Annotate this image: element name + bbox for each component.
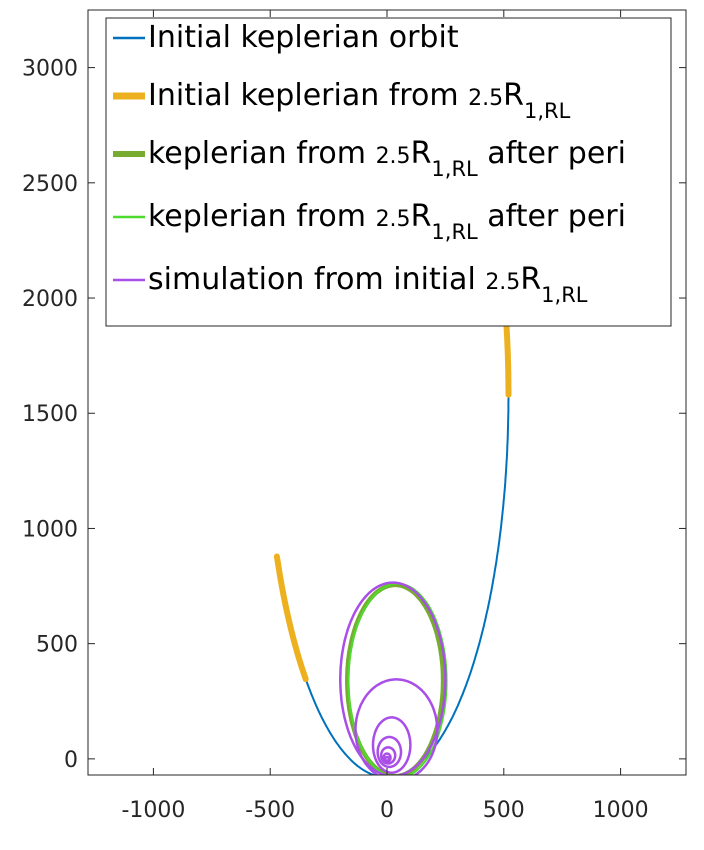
x-tick-label: 0 bbox=[380, 798, 394, 823]
tick-layer: -1000 -500 0 500 1000 0 500 1000 1500 2000 2500 300… bbox=[22, 10, 686, 823]
series-line-9 bbox=[379, 746, 397, 765]
legend-label: simulation from initial 2.5R1,RL bbox=[148, 262, 588, 307]
series-line-2 bbox=[273, 553, 309, 683]
legend: Initial keplerian orbit Initial keplerian… bbox=[105, 17, 672, 327]
legend-label: keplerian from 2.5R1,RL after peri bbox=[148, 199, 626, 244]
x-tick-label: -500 bbox=[245, 798, 295, 823]
legend-box bbox=[105, 17, 672, 327]
series-line-6 bbox=[354, 678, 439, 775]
y-tick-label: 3000 bbox=[22, 57, 78, 82]
y-tick-label: 2000 bbox=[22, 287, 78, 312]
y-tick-label: 0 bbox=[64, 748, 78, 773]
series-line-5 bbox=[339, 581, 447, 775]
legend-label: keplerian from 2.5R1,RL after peri bbox=[148, 136, 626, 181]
series-line-8 bbox=[376, 735, 403, 769]
x-tick-label: 500 bbox=[483, 798, 525, 823]
series-line-11 bbox=[383, 755, 391, 762]
x-tick-label: 1000 bbox=[593, 798, 649, 823]
legend-label: Initial keplerian orbit bbox=[148, 20, 459, 55]
y-tick-label: 2500 bbox=[22, 172, 78, 197]
y-tick-label: 1000 bbox=[22, 517, 78, 542]
legend-label: Initial keplerian from 2.5R1,RL bbox=[148, 78, 571, 123]
y-tick-label: 1500 bbox=[22, 402, 78, 427]
series-line-7 bbox=[371, 716, 412, 774]
y-tick-label: 500 bbox=[36, 633, 78, 658]
series-line-4 bbox=[347, 582, 448, 775]
x-tick-label: -1000 bbox=[121, 798, 185, 823]
